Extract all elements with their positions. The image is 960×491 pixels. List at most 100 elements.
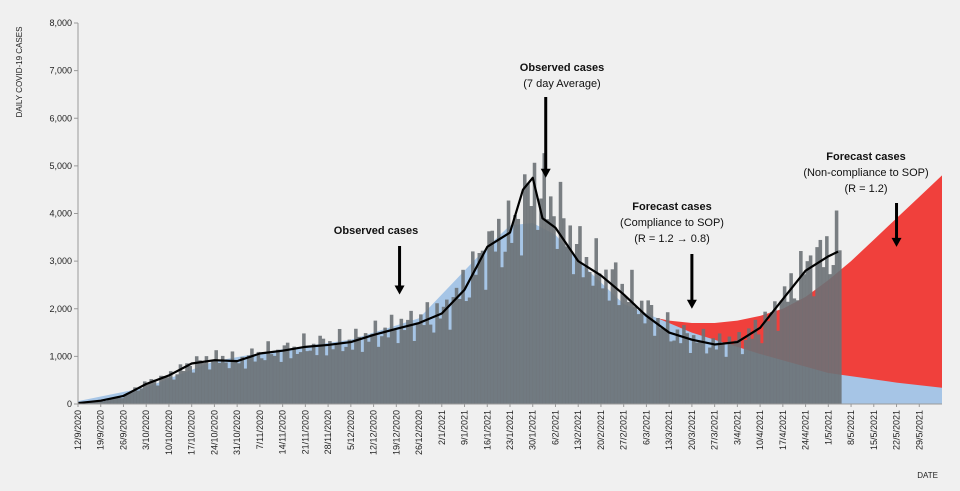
observed-bar (272, 355, 277, 404)
observed-bar (724, 356, 728, 404)
observed-bar (458, 298, 462, 404)
observed-bar (760, 343, 764, 404)
observed-bar (652, 335, 657, 404)
observed-bar (480, 250, 485, 404)
observed-bar (656, 317, 660, 404)
observed-bar (298, 352, 303, 404)
observed-bar (454, 287, 459, 404)
observed-bar (146, 383, 150, 404)
observed-bar (799, 251, 803, 404)
observed-bar (305, 351, 309, 404)
observed-bar (591, 285, 595, 404)
observed-bar (539, 198, 543, 404)
observed-bar (526, 183, 530, 404)
y-tick-label: 5,000 (49, 161, 72, 171)
observed-bar (506, 200, 511, 404)
observed-bar (321, 338, 326, 404)
observed-bar (383, 327, 387, 404)
observed-bar (302, 333, 306, 404)
observed-bar (643, 323, 647, 404)
observed-bar (773, 301, 777, 404)
observed-bar (818, 239, 823, 404)
observed-bar (243, 368, 248, 404)
observed-bar (730, 344, 735, 404)
observed-bar (532, 162, 537, 404)
observed-bar (350, 349, 355, 404)
observed-bar (415, 322, 420, 404)
observed-bar (246, 355, 251, 404)
observed-bar (308, 350, 313, 404)
x-tick-label: 6/2/2021 (550, 410, 560, 445)
observed-bar (126, 393, 131, 404)
arrow-observed-head (394, 285, 405, 295)
x-tick-label: 2/1/2021 (437, 410, 447, 445)
observed-bar (792, 298, 797, 404)
x-tick-label: 27/3/2021 (710, 410, 720, 450)
observed-bar (295, 353, 300, 404)
x-tick-label: 20/2/2021 (596, 410, 606, 450)
annotation-average-title: Observed cases (520, 62, 604, 74)
observed-bar (175, 374, 179, 404)
observed-bar (493, 251, 498, 404)
observed-bar (162, 376, 166, 404)
observed-bar (217, 362, 222, 404)
observed-bar (467, 297, 472, 404)
observed-bar (659, 328, 663, 404)
observed-bar (669, 341, 673, 404)
observed-bar (597, 273, 602, 404)
observed-bar (191, 372, 196, 404)
y-axis-label: DAILY COVID-19 CASES (15, 27, 24, 118)
x-tick-label: 24/4/2021 (801, 410, 811, 450)
observed-bar (363, 333, 368, 404)
observed-bar (646, 300, 650, 404)
observed-bar (259, 358, 264, 404)
x-axis-label: DATE (917, 471, 938, 480)
observed-bar (438, 318, 443, 404)
x-tick-label: 19/9/2020 (96, 410, 106, 450)
observed-bar (727, 336, 732, 404)
observed-bar (587, 271, 592, 404)
observed-bar (155, 385, 160, 404)
observed-bar (285, 342, 290, 404)
observed-bar (500, 267, 504, 404)
observed-bar (123, 394, 128, 404)
observed-bar (324, 355, 329, 404)
observed-bar (561, 218, 566, 404)
observed-bar (510, 242, 514, 404)
x-tick-label: 10/4/2021 (755, 410, 765, 450)
observed-bar (665, 312, 670, 404)
observed-bar (292, 346, 296, 404)
observed-bar (610, 269, 615, 404)
observed-bar (113, 397, 118, 404)
observed-bar (721, 343, 725, 404)
observed-bar (714, 349, 719, 404)
observed-bar (266, 341, 270, 404)
observed-bar (396, 343, 400, 404)
observed-bar (289, 358, 293, 404)
annotation-observed-title: Observed cases (334, 225, 418, 237)
observed-bar (630, 269, 634, 404)
observed-bar (461, 269, 465, 404)
observed-bar (545, 219, 550, 404)
observed-bar (571, 274, 576, 404)
observed-bar (451, 297, 456, 404)
observed-bar (701, 328, 706, 404)
x-tick-label: 14/11/2020 (278, 410, 288, 454)
observed-bar (331, 349, 335, 404)
observed-bar (555, 248, 560, 404)
observed-bar (743, 340, 748, 404)
observed-bar (393, 330, 397, 404)
observed-bar (802, 274, 806, 404)
observed-bar (685, 333, 689, 404)
observed-bar (376, 346, 381, 404)
observed-bar (522, 174, 527, 404)
observed-bar (604, 269, 608, 404)
observed-bar (227, 368, 231, 404)
observed-bar (432, 332, 436, 404)
annotation-noncompliance-line1: (Non-compliance to SOP) (803, 167, 928, 179)
x-tick-label: 6/3/2021 (641, 410, 651, 445)
observed-bar (279, 361, 283, 404)
observed-bar (263, 360, 267, 404)
observed-bar (380, 336, 384, 404)
